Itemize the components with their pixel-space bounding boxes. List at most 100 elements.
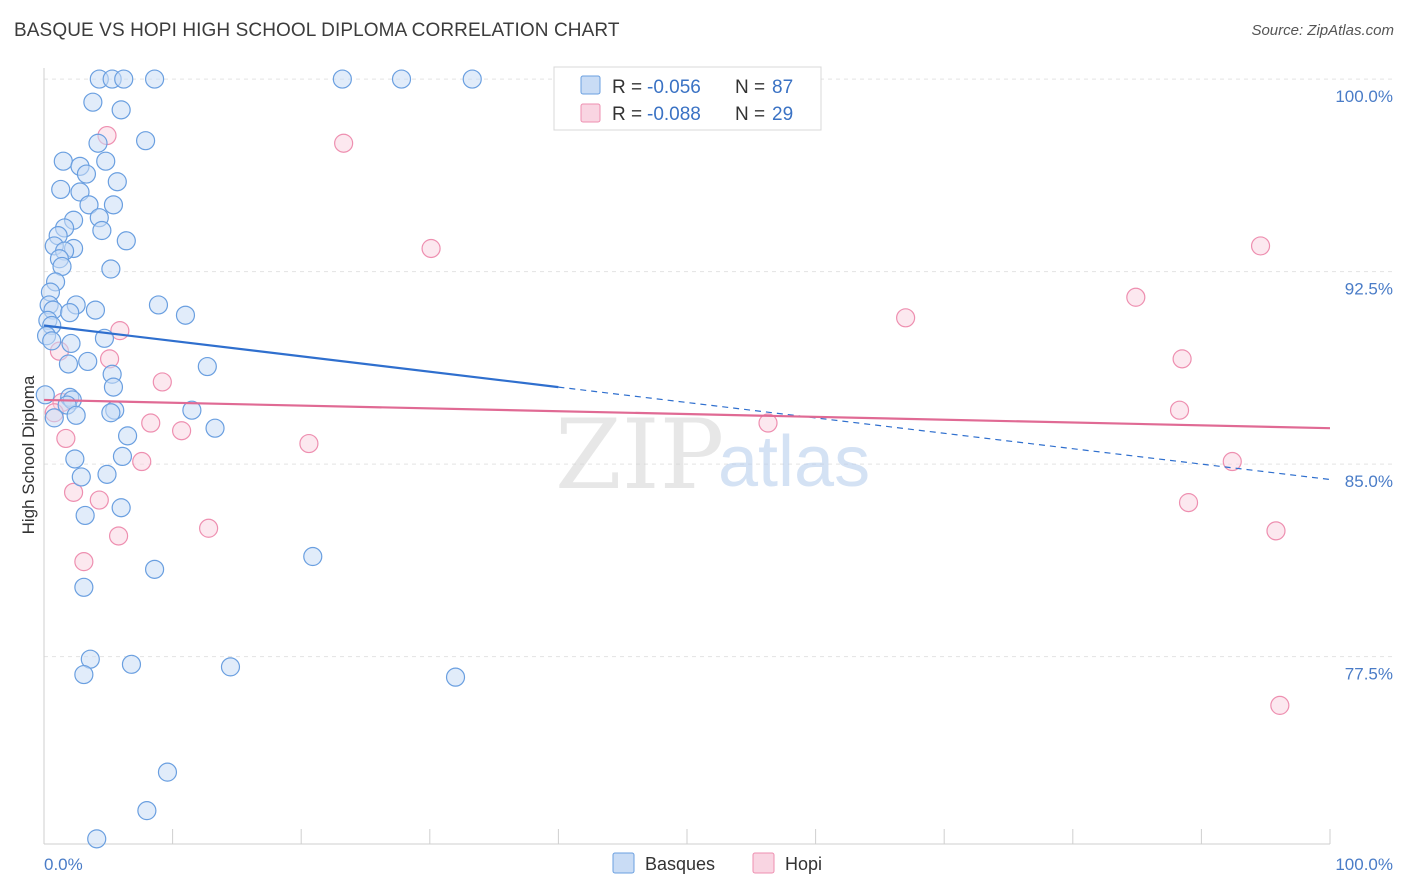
legend-label-basques[interactable]: Basques bbox=[645, 854, 715, 874]
basques-point bbox=[42, 331, 62, 351]
basques-point bbox=[135, 131, 156, 151]
watermark: ZIP atlas bbox=[555, 399, 870, 511]
x-tick-labels: 0.0% 100.0% bbox=[44, 855, 1393, 874]
basques-point bbox=[175, 305, 196, 325]
legend-swatch-basques[interactable] bbox=[612, 852, 635, 874]
hopi-point bbox=[74, 552, 94, 572]
basques-point bbox=[101, 403, 121, 423]
x-tick-label-right: 100.0% bbox=[1335, 855, 1393, 874]
y-tick-label: 92.5% bbox=[1345, 280, 1393, 299]
hopi-point bbox=[56, 428, 76, 449]
basques-point bbox=[103, 377, 124, 397]
basques-point bbox=[111, 100, 131, 120]
basques-point bbox=[51, 179, 71, 200]
basques-point bbox=[205, 418, 225, 438]
hopi-point bbox=[199, 518, 219, 538]
basques-trend-extension bbox=[558, 386, 1331, 481]
axis-layer bbox=[43, 68, 1331, 845]
trend-layer bbox=[43, 324, 1331, 481]
basques-point bbox=[116, 231, 136, 251]
basques-point bbox=[103, 195, 124, 215]
basques-point bbox=[391, 69, 412, 89]
basques-point bbox=[144, 69, 165, 89]
basques-point bbox=[121, 654, 142, 674]
watermark-atlas: atlas bbox=[718, 422, 870, 502]
basques-point bbox=[148, 295, 169, 315]
basques-point bbox=[78, 351, 98, 372]
hopi-point bbox=[334, 133, 354, 153]
hopi-point bbox=[1222, 451, 1242, 472]
bottom-legend: Basques Hopi bbox=[612, 852, 822, 874]
basques-point bbox=[61, 333, 81, 354]
basques-point bbox=[101, 259, 121, 279]
basques-point bbox=[65, 449, 85, 469]
hopi-point bbox=[1178, 493, 1199, 513]
basques-point bbox=[332, 69, 352, 89]
hopi-point bbox=[896, 308, 916, 328]
hopi-point bbox=[89, 490, 109, 510]
basques-point bbox=[112, 446, 133, 467]
y-tick-label: 85.0% bbox=[1345, 472, 1393, 491]
hopi-r-value: -0.088 bbox=[647, 104, 701, 125]
y-tick-label: 100.0% bbox=[1335, 87, 1393, 106]
legend-label-hopi[interactable]: Hopi bbox=[785, 854, 822, 874]
basques-point bbox=[197, 356, 217, 377]
basques-point bbox=[111, 498, 131, 518]
basques-point bbox=[182, 400, 202, 420]
basques-points bbox=[35, 69, 482, 849]
basques-n-value: 87 bbox=[772, 77, 793, 98]
hopi-trend-line bbox=[43, 398, 1331, 430]
x-tick-label-left: 0.0% bbox=[44, 855, 83, 874]
y-axis-label: High School Diploma bbox=[19, 375, 38, 534]
hopi-point bbox=[1270, 695, 1290, 715]
basques-point bbox=[157, 762, 178, 782]
hopi-n-label: N = bbox=[735, 104, 765, 125]
basques-point bbox=[71, 467, 91, 487]
basques-point bbox=[60, 303, 80, 323]
grid-layer bbox=[44, 78, 1392, 658]
basques-n-label: N = bbox=[735, 77, 765, 98]
basques-point bbox=[303, 546, 323, 567]
basques-point bbox=[74, 664, 94, 685]
hopi-point bbox=[1169, 400, 1190, 420]
y-tick-labels: 100.0% 92.5% 85.0% 77.5% bbox=[1335, 87, 1393, 684]
basques-point bbox=[75, 505, 95, 526]
basques-point bbox=[74, 577, 94, 597]
hopi-points bbox=[44, 125, 1290, 715]
basques-point bbox=[88, 133, 108, 153]
basques-point bbox=[85, 300, 106, 320]
hopi-point bbox=[141, 413, 161, 433]
basques-trend-line bbox=[43, 324, 559, 389]
stats-swatch-hopi bbox=[580, 103, 601, 123]
basques-point bbox=[83, 92, 103, 112]
hopi-point bbox=[108, 526, 129, 546]
basques-point bbox=[87, 829, 107, 849]
basques-point bbox=[137, 801, 157, 821]
watermark-zip: ZIP bbox=[555, 399, 724, 511]
y-tick-label: 77.5% bbox=[1345, 665, 1393, 684]
hopi-r-label: R = bbox=[612, 104, 642, 125]
hopi-point bbox=[152, 372, 172, 392]
hopi-point bbox=[758, 413, 778, 433]
stats-legend-box: R = -0.056 N = 87 R = -0.088 N = 29 bbox=[553, 66, 822, 131]
hopi-point bbox=[1126, 287, 1146, 307]
hopi-n-value: 29 bbox=[772, 104, 793, 125]
basques-point bbox=[114, 69, 134, 89]
basques-point bbox=[462, 69, 482, 89]
hopi-point bbox=[132, 451, 152, 472]
basques-point bbox=[107, 172, 127, 192]
basques-point bbox=[53, 151, 73, 171]
basques-point bbox=[92, 220, 112, 241]
hopi-point bbox=[1172, 349, 1192, 369]
basques-point bbox=[76, 164, 97, 184]
basques-point bbox=[144, 559, 165, 579]
basques-point bbox=[445, 667, 466, 687]
hopi-point bbox=[1266, 521, 1286, 541]
basques-point bbox=[97, 464, 117, 484]
basques-point bbox=[66, 405, 86, 425]
hopi-point bbox=[1250, 236, 1271, 256]
legend-swatch-hopi[interactable] bbox=[752, 852, 775, 874]
basques-point bbox=[79, 195, 99, 215]
